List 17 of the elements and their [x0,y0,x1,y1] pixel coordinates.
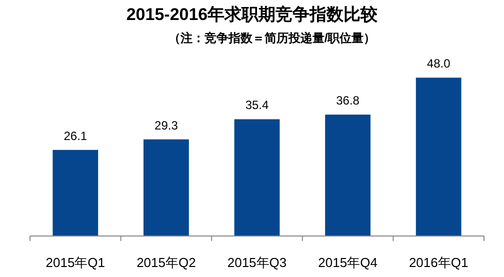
data-label: 48.0 [426,56,451,71]
data-label: 29.3 [154,118,178,132]
x-tick-label: 2015年Q4 [318,255,378,270]
x-tick-label: 2015年Q3 [227,255,287,270]
bar [52,150,98,236]
data-label: 36.8 [336,94,360,108]
bar [144,139,189,236]
bar [234,119,280,236]
x-tick-label: 2016年Q1 [408,255,468,270]
chart-subtitle: （注：竞争指数＝简历投递量/职位量） [168,31,376,45]
bar [416,78,462,236]
data-label: 35.4 [245,98,269,112]
data-label: 26.1 [64,128,88,143]
x-tick-label: 2015年Q1 [46,255,106,270]
chart-title: 2015-2016年求职期竞争指数比较 [126,5,379,24]
bar [325,114,370,236]
x-tick-label: 2015年Q2 [136,255,196,270]
